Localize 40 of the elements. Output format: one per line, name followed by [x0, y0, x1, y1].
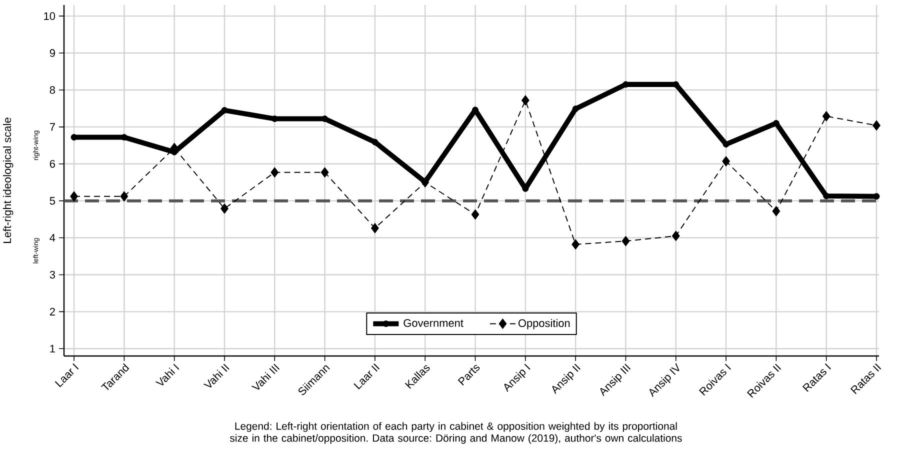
y-tick-label: 8 — [50, 86, 55, 94]
point — [322, 116, 328, 122]
y-tick-label: 2 — [50, 308, 55, 316]
point — [320, 167, 329, 178]
legend-label: Opposition — [518, 319, 570, 330]
point — [70, 191, 78, 202]
point — [622, 81, 629, 88]
point — [873, 193, 880, 200]
legend-label: Government — [404, 319, 464, 327]
y-tick-label: 9 — [50, 49, 55, 57]
point — [271, 116, 278, 122]
point — [370, 222, 379, 234]
y-tick-label: 3 — [50, 270, 55, 279]
point — [722, 156, 730, 167]
point — [220, 203, 228, 214]
point — [221, 107, 228, 114]
point — [572, 106, 579, 112]
point — [421, 177, 430, 188]
x-tick-label: Vahi I — [155, 364, 180, 386]
y-tick-label: 4 — [50, 234, 56, 242]
y-tick-label: 10 — [44, 12, 56, 20]
text: Legend: Left-right orientation of each party in cabinet & opposition weighted by its proportional size in the cabinet/opposition. Data source: Döring and Manow (2019), author's own calculations — [230, 422, 682, 444]
y-tick-label: 1 — [50, 344, 55, 352]
y-tick-label: 6 — [50, 160, 55, 168]
point — [120, 191, 128, 202]
point — [722, 141, 730, 148]
point — [471, 209, 480, 220]
y-tick-label: 7 — [50, 123, 55, 131]
point — [572, 239, 580, 250]
point — [772, 120, 780, 126]
point — [521, 95, 530, 106]
point — [772, 206, 780, 216]
point — [622, 236, 630, 246]
point — [270, 167, 279, 178]
point — [822, 110, 830, 122]
point — [372, 138, 378, 146]
y-axis-title: Left-right ideological scale — [3, 118, 14, 243]
point — [672, 230, 680, 242]
y-tick-label: 5 — [50, 197, 56, 205]
point — [872, 120, 880, 131]
